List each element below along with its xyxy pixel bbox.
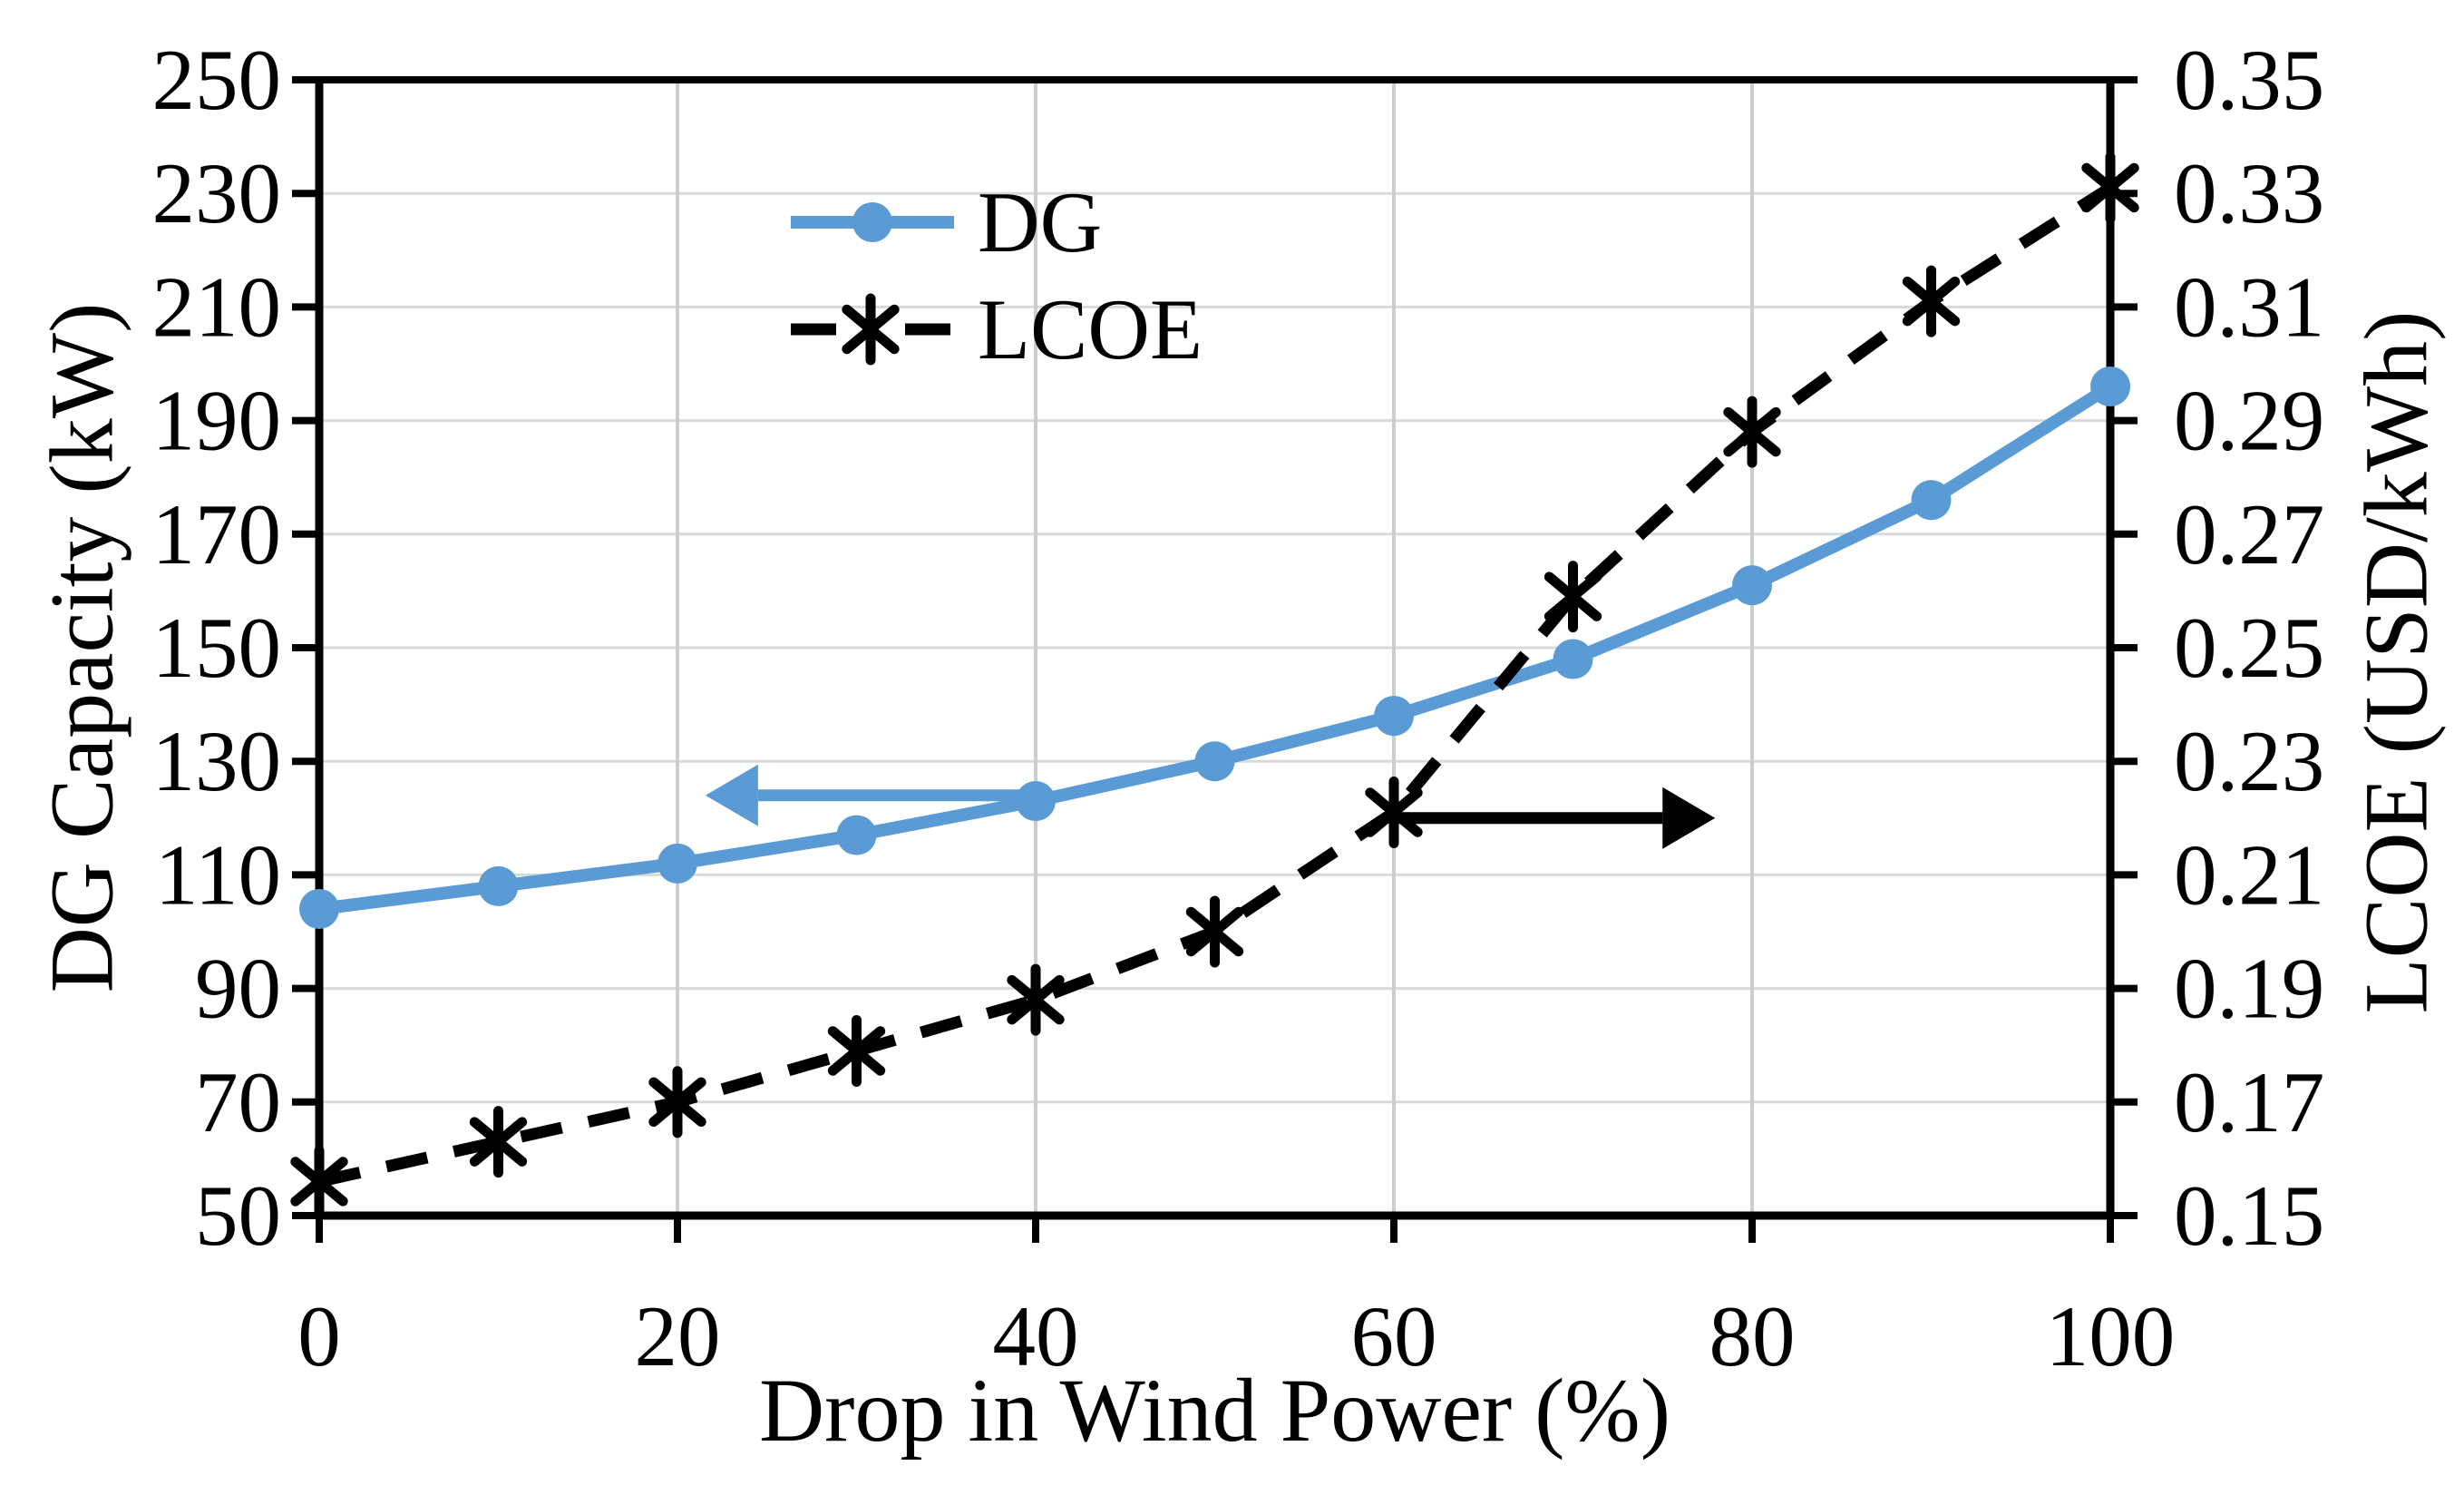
right-axis-tick-label: 0.29 — [2174, 373, 2324, 469]
lcoe-marker-arm — [1902, 276, 1961, 327]
right-axis-tick-label: 0.27 — [2174, 486, 2324, 582]
dg-axis-arrow-head — [705, 764, 758, 826]
right-axis-tick-label: 0.33 — [2174, 145, 2324, 241]
lcoe-marker-arm — [290, 1157, 348, 1207]
dg-data-point-marker — [836, 815, 877, 855]
right-axis-title: LCOE (USD/kWh) — [2346, 311, 2447, 1014]
left-axis-tick-label: 70 — [195, 1054, 281, 1150]
dg-data-point-marker — [2090, 366, 2130, 407]
lcoe-marker-arm — [469, 1117, 528, 1167]
dg-data-point-marker — [478, 865, 519, 906]
dg-data-point-marker — [657, 843, 697, 884]
x-axis-title: Drop in Wind Power (%) — [759, 1360, 1670, 1461]
left-axis-tick-label: 130 — [152, 713, 282, 809]
legend-dg-label: DG — [978, 174, 1102, 270]
x-axis-tick-label: 80 — [1709, 1288, 1796, 1384]
legend-lcoe-label: LCOE — [978, 281, 1203, 377]
dg-data-point-marker — [1732, 565, 1772, 606]
left-axis-tick-label: 210 — [152, 259, 282, 355]
left-axis-tick-label: 250 — [152, 32, 282, 128]
dg-data-point-marker — [1553, 639, 1593, 679]
right-axis-tick-label: 0.35 — [2174, 32, 2324, 128]
right-axis-tick-label: 0.15 — [2174, 1168, 2324, 1264]
lcoe-marker-arm — [2081, 162, 2139, 213]
dg-data-point-marker — [299, 888, 339, 929]
left-axis-tick-label: 190 — [152, 373, 282, 469]
right-axis-tick-label: 0.23 — [2174, 713, 2324, 809]
dg-data-point-marker — [1374, 696, 1414, 737]
left-axis-tick-label: 90 — [195, 941, 281, 1037]
dg-data-point-marker — [1911, 480, 1952, 521]
dg-data-point-marker — [1194, 741, 1235, 782]
lcoe-marker-arm — [1723, 406, 1781, 457]
left-axis-title: DG Capacity (kW) — [32, 303, 132, 993]
dg-data-point-marker — [852, 202, 892, 242]
x-axis-tick-label: 0 — [297, 1288, 341, 1384]
right-axis-tick-label: 0.21 — [2174, 826, 2324, 923]
lcoe-marker-arm — [827, 1026, 886, 1076]
x-axis-tick-label: 100 — [2046, 1288, 2176, 1384]
lcoe-marker-arm — [1185, 906, 1244, 957]
left-axis-tick-label: 50 — [195, 1168, 281, 1264]
lcoe-marker-arm — [648, 1077, 706, 1128]
right-axis-tick-label: 0.19 — [2174, 941, 2324, 1037]
right-axis-tick-label: 0.25 — [2174, 600, 2324, 696]
lcoe-marker-arm — [1544, 572, 1602, 621]
lcoe-marker-arm — [842, 304, 900, 355]
left-axis-tick-label: 110 — [155, 826, 281, 923]
x-axis-tick-label: 40 — [993, 1288, 1079, 1384]
x-axis-tick-label: 20 — [635, 1288, 721, 1384]
lcoe-marker-arm — [1007, 974, 1065, 1025]
x-axis-tick-label: 60 — [1351, 1288, 1437, 1384]
left-axis-tick-label: 150 — [152, 600, 282, 696]
left-axis-tick-label: 170 — [152, 486, 282, 582]
right-axis-tick-label: 0.17 — [2174, 1054, 2324, 1150]
right-axis-tick-label: 0.31 — [2174, 259, 2324, 355]
lcoe-axis-arrow-head — [1662, 787, 1716, 849]
left-axis-tick-label: 230 — [152, 145, 282, 241]
